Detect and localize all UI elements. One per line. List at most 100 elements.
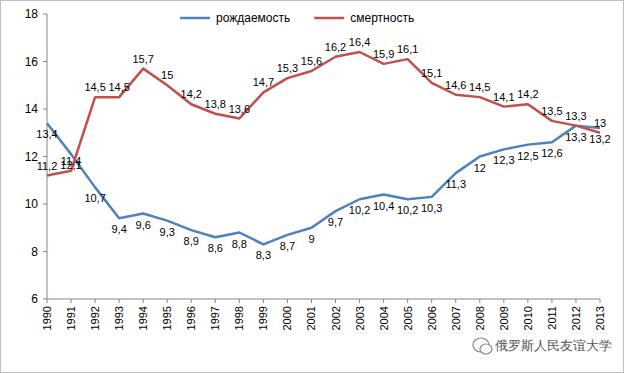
data-label: 10,4	[373, 200, 394, 212]
data-label: 11,2	[37, 160, 58, 172]
legend-label: смертность	[350, 11, 414, 25]
y-tick-label: 8	[31, 245, 38, 259]
x-tick	[431, 299, 432, 303]
x-tick-label: 1995	[161, 306, 173, 330]
data-label: 10,2	[397, 204, 418, 216]
x-tick	[527, 299, 528, 303]
y-tick-label: 10	[25, 197, 39, 211]
x-tick-label: 1999	[257, 306, 269, 330]
watermark: 俄罗斯人民友谊大学	[495, 338, 612, 353]
data-label: 13,6	[229, 103, 250, 115]
data-label: 9,4	[111, 223, 126, 235]
x-tick-label: 1994	[137, 306, 149, 330]
x-tick-label: 1991	[65, 306, 77, 330]
y-tick	[43, 251, 47, 252]
data-label: 15,3	[277, 62, 298, 74]
x-tick	[119, 299, 120, 303]
data-label: 14,2	[517, 88, 538, 100]
data-label: 15,6	[301, 55, 322, 67]
data-label: 14,2	[181, 88, 202, 100]
data-label: 8,6	[208, 242, 223, 254]
x-tick-label: 2002	[330, 306, 342, 330]
x-tick	[600, 299, 601, 303]
y-tick-label: 6	[31, 292, 38, 306]
x-tick-label: 1996	[185, 306, 197, 330]
frame	[1, 1, 624, 373]
data-label: 15,1	[421, 67, 442, 79]
x-tick-label: 2007	[450, 306, 462, 330]
x-tick	[239, 299, 240, 303]
data-label: 13,3	[565, 110, 586, 122]
x-tick	[263, 299, 264, 303]
x-tick-label: 1990	[41, 306, 53, 330]
x-tick	[191, 299, 192, 303]
x-tick	[503, 299, 504, 303]
x-tick	[575, 299, 576, 303]
watermark-icon	[480, 344, 492, 354]
x-tick-label: 2004	[378, 306, 390, 330]
legend-swatch	[314, 17, 344, 20]
y-tick	[43, 14, 47, 15]
x-tick-label: 2009	[498, 306, 510, 330]
x-tick	[479, 299, 480, 303]
data-label: 11,4	[61, 155, 82, 167]
legend-swatch	[180, 17, 210, 20]
x-tick-label: 2013	[594, 306, 606, 330]
data-label: 16,4	[349, 36, 370, 48]
data-label: 15,7	[132, 53, 153, 65]
x-tick	[167, 299, 168, 303]
data-label: 9,6	[136, 219, 151, 231]
x-tick	[143, 299, 144, 303]
plot-lines	[47, 52, 600, 244]
data-label: 13,5	[541, 105, 562, 117]
x-tick-label: 1992	[89, 306, 101, 330]
data-label: 14,6	[445, 79, 466, 91]
data-label: 13	[594, 117, 606, 129]
y-tick-label: 18	[25, 7, 39, 21]
data-label: 9,3	[160, 226, 175, 238]
data-label: 8,8	[232, 238, 247, 250]
x-tick	[551, 299, 552, 303]
y-tick	[43, 156, 47, 157]
y-tick-label: 14	[25, 102, 39, 116]
x-tick-label: 2011	[546, 306, 558, 330]
x-tick	[455, 299, 456, 303]
data-label: 14,7	[253, 76, 274, 88]
x-tick	[359, 299, 360, 303]
x-tick	[311, 299, 312, 303]
x-tick	[383, 299, 384, 303]
data-label: 15	[161, 69, 173, 81]
x-tick-label: 2008	[474, 306, 486, 330]
x-tick-label: 1993	[113, 306, 125, 330]
x-tick-label: 1997	[209, 306, 221, 330]
x-tick-label: 2012	[570, 306, 582, 330]
data-label: 9,7	[328, 216, 343, 228]
data-label: 13,4	[36, 128, 57, 140]
x-tick-label: 2010	[522, 306, 534, 330]
data-label: 13,2	[589, 133, 610, 145]
x-tick	[47, 299, 48, 303]
x-tick-label: 2000	[281, 306, 293, 330]
x-tick-label: 2006	[426, 306, 438, 330]
x-tick-label: 2003	[354, 306, 366, 330]
legend-label: рождаемость	[216, 11, 290, 25]
data-label: 13,8	[205, 98, 226, 110]
chart: 6810121416181990199119921993199419951996…	[0, 0, 624, 373]
x-tick	[335, 299, 336, 303]
y-tick-label: 16	[25, 55, 39, 69]
x-tick-label: 2005	[402, 306, 414, 330]
data-label: 13,3	[565, 131, 586, 143]
data-label: 14,5	[84, 81, 105, 93]
data-label: 16,2	[325, 41, 346, 53]
y-tick	[43, 109, 47, 110]
data-label: 10,3	[421, 202, 442, 214]
y-tick	[43, 299, 47, 300]
x-tick	[407, 299, 408, 303]
y-tick	[43, 61, 47, 62]
x-axis	[47, 299, 600, 300]
data-label: 12,6	[541, 147, 562, 159]
data-label: 10,2	[349, 204, 370, 216]
x-tick-label: 2001	[305, 306, 317, 330]
data-label: 8,9	[184, 235, 199, 247]
data-label: 15,9	[373, 48, 394, 60]
